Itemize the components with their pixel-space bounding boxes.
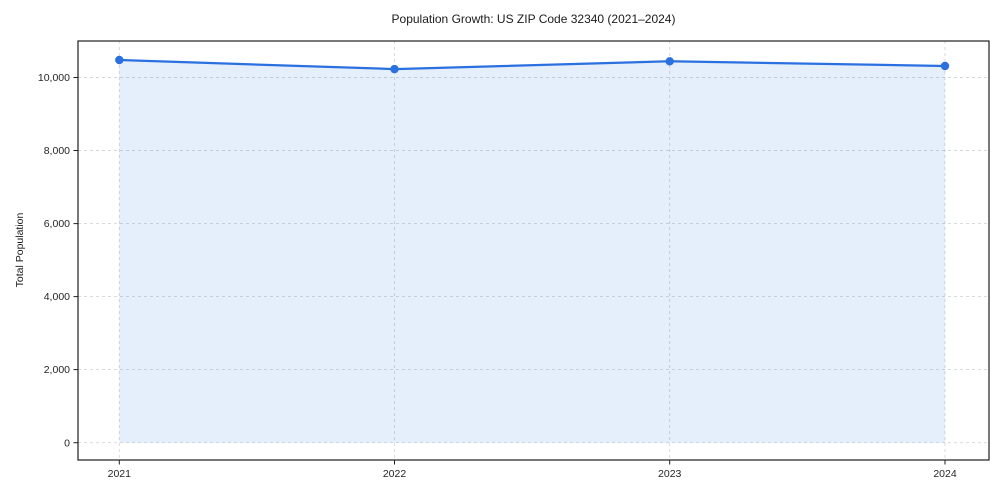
data-point-marker: [390, 64, 399, 74]
y-tick-label: 6,000: [44, 218, 70, 230]
data-point-marker: [115, 55, 124, 65]
x-tick-label: 2023: [658, 468, 682, 480]
y-tick-label: 10,000: [38, 72, 70, 84]
chart-title: Population Growth: US ZIP Code 32340 (20…: [391, 12, 676, 26]
y-tick-label: 8,000: [44, 145, 70, 157]
x-tick-label: 2024: [933, 468, 957, 480]
x-tick-label: 2021: [108, 468, 132, 480]
area-fill: [119, 60, 946, 443]
data-point-marker: [940, 61, 950, 71]
x-tick-label: 2022: [383, 468, 407, 480]
data-line: [118, 58, 947, 71]
y-tick-label: 2,000: [44, 364, 70, 376]
y-tick-label: 0: [64, 437, 70, 449]
plot-border: [77, 40, 990, 461]
y-tick-label: 4,000: [44, 291, 70, 303]
data-point-marker: [665, 57, 674, 66]
